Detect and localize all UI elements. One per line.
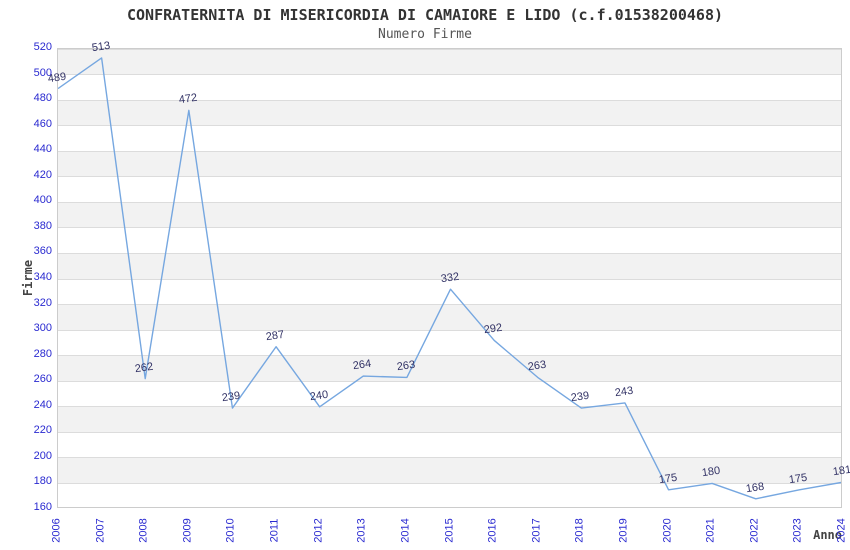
gridline — [58, 380, 841, 382]
x-tick-label: 2022 — [748, 518, 761, 543]
x-tick-label: 2016 — [486, 518, 499, 543]
x-tick-label: 2021 — [704, 518, 717, 543]
x-tick-label: 2011 — [268, 518, 281, 543]
y-tick-label: 460 — [33, 117, 52, 130]
gridline — [58, 125, 841, 127]
plot-band — [58, 151, 841, 177]
y-tick-label: 280 — [33, 347, 52, 360]
y-tick-label: 320 — [33, 296, 52, 309]
y-tick-label: 400 — [33, 194, 52, 207]
y-tick-label: 360 — [33, 245, 52, 258]
gridline — [58, 457, 841, 459]
plot-band — [58, 406, 841, 433]
y-tick-label: 200 — [33, 449, 52, 462]
y-tick-label: 440 — [33, 143, 52, 156]
y-tick-label: 340 — [33, 271, 52, 283]
y-tick-label: 520 — [33, 41, 52, 53]
x-tick-label: 2023 — [791, 518, 804, 543]
x-tick-label: 2008 — [137, 518, 150, 543]
plot-band — [58, 304, 841, 331]
chart-title: CONFRATERNITA DI MISERICORDIA DI CAMAIOR… — [126, 6, 724, 24]
data-label: 240 — [308, 388, 329, 403]
gridline — [58, 329, 841, 331]
y-tick-label: 380 — [33, 219, 52, 232]
x-axis-title: Anno — [813, 528, 842, 542]
data-label: 287 — [265, 328, 285, 343]
data-label: 262 — [134, 360, 155, 375]
data-label: 513 — [90, 39, 111, 55]
x-tick-label: 2007 — [94, 518, 107, 543]
gridline — [58, 355, 841, 357]
data-label: 489 — [47, 70, 67, 85]
plot-band — [58, 457, 841, 484]
gridline — [58, 201, 841, 203]
y-tick-label: 420 — [33, 168, 52, 181]
gridline — [58, 49, 841, 50]
data-label: 175 — [657, 471, 678, 487]
gridline — [58, 99, 841, 101]
gridline — [58, 482, 841, 484]
x-tick-label: 2024 — [835, 518, 848, 543]
x-tick-label: 2014 — [399, 518, 412, 543]
x-tick-label: 2017 — [530, 518, 543, 543]
x-tick-label: 2012 — [312, 518, 325, 543]
plot-band — [58, 202, 841, 228]
x-tick-label: 2013 — [355, 518, 368, 543]
gridline — [58, 278, 841, 280]
y-tick-label: 160 — [33, 501, 52, 513]
gridline — [58, 227, 841, 229]
y-tick-label: 500 — [33, 66, 52, 79]
gridline — [58, 150, 841, 152]
x-tick-label: 2010 — [224, 518, 237, 543]
x-tick-label: 2020 — [661, 518, 674, 543]
y-tick-label: 240 — [33, 398, 52, 411]
data-label: 181 — [832, 463, 850, 479]
plot-band — [58, 355, 841, 382]
x-tick-label: 2018 — [573, 518, 586, 543]
gridline — [58, 74, 841, 76]
data-label: 243 — [614, 384, 634, 400]
gridline — [58, 176, 841, 178]
chart-subtitle: Numero Firme — [378, 27, 472, 42]
y-tick-label: 260 — [33, 373, 52, 386]
gridline — [58, 252, 841, 254]
data-label: 175 — [788, 471, 809, 487]
y-tick-label: 300 — [33, 322, 52, 335]
data-label: 168 — [744, 480, 765, 495]
y-tick-label: 220 — [33, 424, 52, 437]
x-tick-label: 2019 — [617, 518, 630, 543]
plot-area — [57, 48, 842, 508]
y-tick-label: 480 — [33, 92, 52, 105]
gridline — [58, 406, 841, 408]
gridline — [58, 431, 841, 433]
y-tick-label: 180 — [33, 475, 52, 488]
line-series — [58, 57, 841, 500]
x-tick-label: 2015 — [443, 518, 455, 543]
plot-band — [58, 49, 841, 75]
plot-band — [58, 253, 841, 279]
x-tick-label: 2009 — [181, 518, 194, 543]
x-tick-label: 2006 — [50, 518, 63, 543]
gridline — [58, 304, 841, 306]
